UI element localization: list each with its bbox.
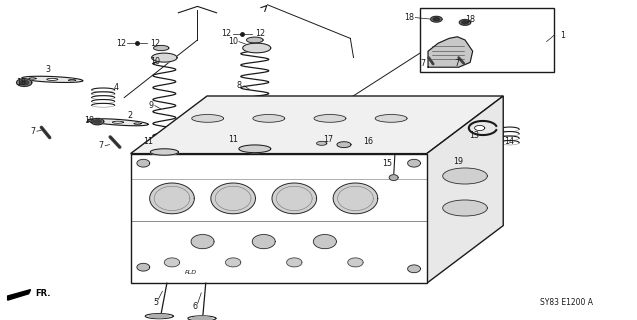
Polygon shape [29, 78, 36, 79]
Text: 12: 12 [255, 29, 265, 38]
Polygon shape [348, 258, 363, 267]
Text: 3: 3 [46, 65, 51, 74]
Polygon shape [188, 316, 216, 320]
Text: 16: 16 [363, 137, 373, 146]
Polygon shape [408, 159, 420, 167]
Text: 12: 12 [116, 39, 126, 48]
Text: 14: 14 [505, 137, 515, 146]
Polygon shape [252, 235, 275, 249]
Polygon shape [8, 290, 31, 300]
Text: 7: 7 [420, 59, 426, 68]
Polygon shape [272, 183, 317, 214]
Polygon shape [134, 123, 141, 124]
Text: 10: 10 [150, 57, 160, 66]
Polygon shape [91, 118, 104, 125]
Polygon shape [68, 79, 76, 81]
Polygon shape [87, 119, 148, 126]
Text: 1: 1 [561, 31, 566, 40]
Text: 5: 5 [153, 298, 158, 307]
Polygon shape [154, 45, 169, 51]
Bar [420, 8, 554, 72]
Polygon shape [192, 115, 224, 122]
Text: SY83 E1200 A: SY83 E1200 A [540, 298, 594, 307]
Text: 9: 9 [148, 101, 154, 110]
Polygon shape [314, 115, 346, 122]
Text: 12: 12 [221, 29, 231, 38]
Polygon shape [239, 145, 271, 153]
Text: PLD: PLD [185, 270, 197, 275]
Polygon shape [17, 79, 32, 86]
Text: 2: 2 [127, 111, 132, 120]
Polygon shape [459, 20, 471, 25]
Polygon shape [191, 235, 214, 249]
Polygon shape [427, 96, 503, 283]
Polygon shape [47, 78, 58, 80]
Polygon shape [443, 168, 487, 184]
Text: 18: 18 [17, 78, 27, 87]
Polygon shape [313, 235, 336, 249]
Polygon shape [152, 53, 177, 62]
Polygon shape [253, 115, 285, 122]
Text: 12: 12 [150, 39, 160, 48]
Text: 7: 7 [455, 59, 460, 68]
Polygon shape [150, 183, 194, 214]
Polygon shape [211, 183, 255, 214]
Polygon shape [243, 43, 271, 53]
Polygon shape [431, 16, 442, 22]
Polygon shape [94, 120, 101, 124]
Polygon shape [475, 125, 485, 131]
Polygon shape [433, 18, 440, 21]
Polygon shape [164, 258, 180, 267]
Polygon shape [287, 258, 302, 267]
Text: 19: 19 [454, 157, 464, 166]
Polygon shape [150, 149, 178, 155]
Polygon shape [137, 159, 150, 167]
Polygon shape [247, 37, 263, 43]
Text: 13: 13 [469, 132, 480, 140]
Polygon shape [94, 120, 102, 122]
Text: 7: 7 [99, 141, 104, 150]
Text: 7: 7 [31, 127, 36, 136]
Text: 8: 8 [237, 81, 242, 90]
Text: 10: 10 [228, 37, 238, 46]
Polygon shape [131, 96, 503, 154]
Text: 18: 18 [404, 13, 414, 22]
Polygon shape [112, 121, 124, 123]
Text: 18: 18 [465, 15, 475, 24]
Polygon shape [389, 175, 398, 180]
Text: 17: 17 [324, 135, 334, 144]
Polygon shape [137, 263, 150, 271]
Polygon shape [337, 142, 351, 148]
Text: 6: 6 [192, 302, 197, 311]
Polygon shape [333, 183, 378, 214]
Text: FR.: FR. [35, 289, 50, 298]
Text: 18: 18 [84, 116, 94, 125]
Polygon shape [150, 315, 169, 318]
Polygon shape [428, 37, 473, 67]
Polygon shape [192, 317, 211, 320]
Text: 11: 11 [228, 135, 238, 144]
Polygon shape [317, 141, 327, 145]
Polygon shape [20, 80, 29, 85]
Polygon shape [443, 200, 487, 216]
Text: 15: 15 [382, 159, 392, 168]
Text: 11: 11 [143, 137, 154, 146]
Polygon shape [145, 314, 173, 319]
Polygon shape [22, 76, 83, 83]
Polygon shape [462, 21, 468, 24]
Polygon shape [408, 265, 420, 273]
Polygon shape [225, 258, 241, 267]
Polygon shape [131, 154, 427, 283]
Text: 4: 4 [113, 83, 118, 92]
Polygon shape [375, 115, 407, 122]
